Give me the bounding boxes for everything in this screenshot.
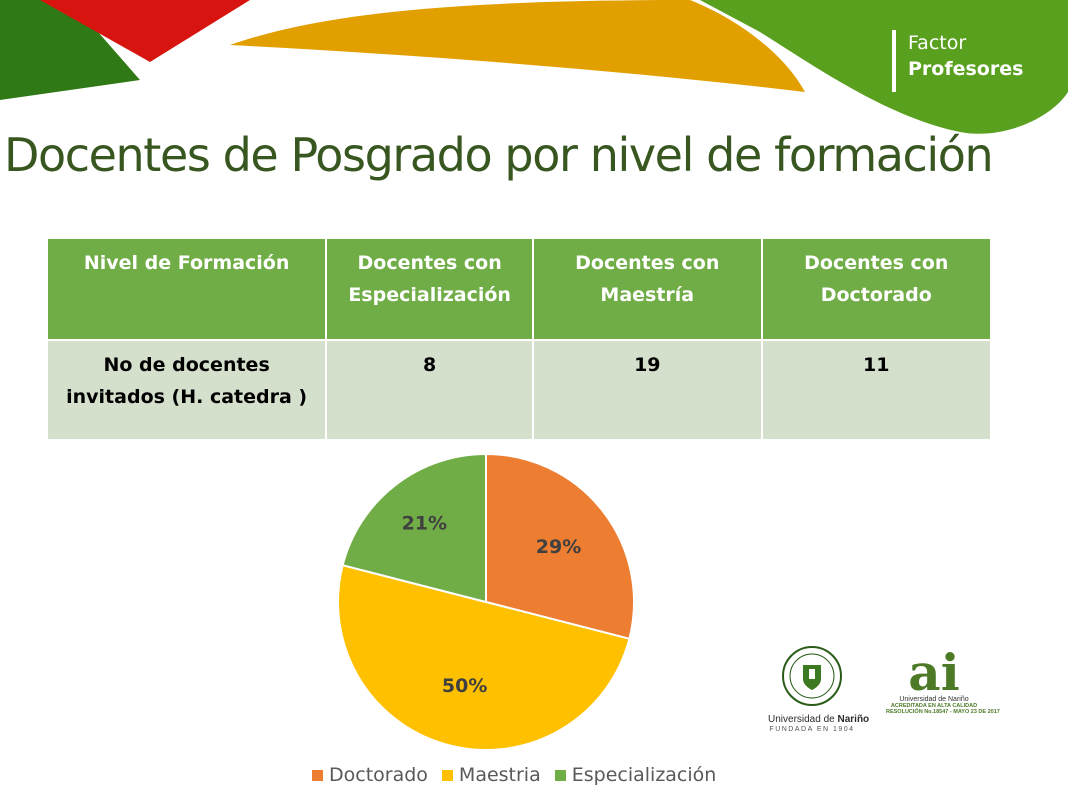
table-cell: 11 bbox=[760, 339, 992, 441]
slide-title: Docentes de Posgrado por nivel de formac… bbox=[4, 128, 994, 182]
legend-label: Doctorado bbox=[329, 764, 428, 786]
legend-item: Especialización bbox=[554, 764, 717, 786]
chart-legend: Doctorado Maestria Especialización bbox=[312, 764, 730, 786]
table-header-text: Docentes con Doctorado bbox=[804, 252, 949, 306]
university-founded: FUNDADA EN 1904 bbox=[769, 726, 855, 733]
table-cell: No de docentes invitados (H. catedra ) bbox=[45, 339, 328, 441]
accreditation-status: ACREDITADA EN ALTA CALIDAD bbox=[890, 703, 978, 709]
table-header-cell: Nivel de Formación bbox=[45, 237, 328, 341]
legend-swatch bbox=[554, 769, 566, 781]
legend-label: Maestria bbox=[458, 764, 541, 786]
table-header-cell: Docentes con Doctorado bbox=[760, 237, 992, 341]
table-row: No de docentes invitados (H. catedra ) 8… bbox=[45, 339, 992, 441]
deco-orange-shape bbox=[230, 0, 805, 92]
pie-slice-especializacin bbox=[341, 452, 487, 604]
pie-slice-maestria bbox=[337, 563, 631, 751]
university-name: Universidad de Nariño bbox=[768, 714, 869, 725]
brand-factor-profesores: Factor Profesores bbox=[892, 30, 1023, 92]
legend-item: Maestria bbox=[441, 764, 541, 786]
formation-table: Nivel de Formación Docentes con Especial… bbox=[45, 237, 992, 441]
deco-red-shape bbox=[40, 0, 250, 62]
value-maestria: 19 bbox=[634, 354, 661, 376]
table-cell: 8 bbox=[325, 339, 535, 441]
pie-data-label: 50% bbox=[442, 675, 487, 697]
pie-data-label: 29% bbox=[536, 536, 581, 558]
ai-mark: ai bbox=[908, 643, 960, 702]
legend-swatch bbox=[312, 769, 323, 781]
brand-line-2: Profesores bbox=[908, 58, 1024, 80]
table-header-text: Docentes con Maestría bbox=[575, 252, 720, 306]
legend-swatch bbox=[441, 769, 453, 781]
header-decoration bbox=[0, 0, 1068, 134]
row-label: No de docentes invitados (H. catedra ) bbox=[66, 354, 308, 408]
brand-line-1: Factor bbox=[908, 32, 967, 54]
university-name-bold: Nariño bbox=[837, 714, 870, 725]
table-cell: 19 bbox=[532, 339, 763, 441]
pie-chart: 29% 50% 21% bbox=[337, 452, 635, 751]
table-header-text: Nivel de Formación bbox=[83, 252, 290, 274]
table-header-cell: Docentes con Especialización bbox=[325, 237, 535, 341]
legend-label: Especialización bbox=[571, 764, 717, 786]
university-name-prefix: Universidad de bbox=[768, 714, 838, 725]
accreditation-logo: ai Universidad de Nariño ACREDITADA EN A… bbox=[886, 643, 1000, 716]
universidad-narino-logo: Universidad de Nariño FUNDADA EN 1904 bbox=[768, 645, 869, 733]
accreditation-resolution: RESOLUCIÓN No.18547 - MAYO 23 DE 2017 bbox=[886, 709, 1000, 715]
table-header-row: Nivel de Formación Docentes con Especial… bbox=[45, 237, 992, 341]
value-especializacion: 8 bbox=[423, 354, 437, 376]
table-header-cell: Docentes con Maestría bbox=[532, 237, 763, 341]
deco-brand-green-shape bbox=[700, 0, 1068, 134]
table-header-text: Docentes con Especialización bbox=[348, 252, 511, 306]
accreditation-university: Universidad de Nariño bbox=[899, 696, 969, 703]
university-seal-icon bbox=[782, 646, 842, 706]
pie-data-label: 21% bbox=[402, 512, 447, 534]
value-doctorado: 11 bbox=[863, 354, 890, 376]
legend-item: Doctorado bbox=[312, 764, 428, 786]
deco-dark-green-shape bbox=[0, 0, 140, 100]
pie-slice-doctorado bbox=[485, 452, 635, 641]
